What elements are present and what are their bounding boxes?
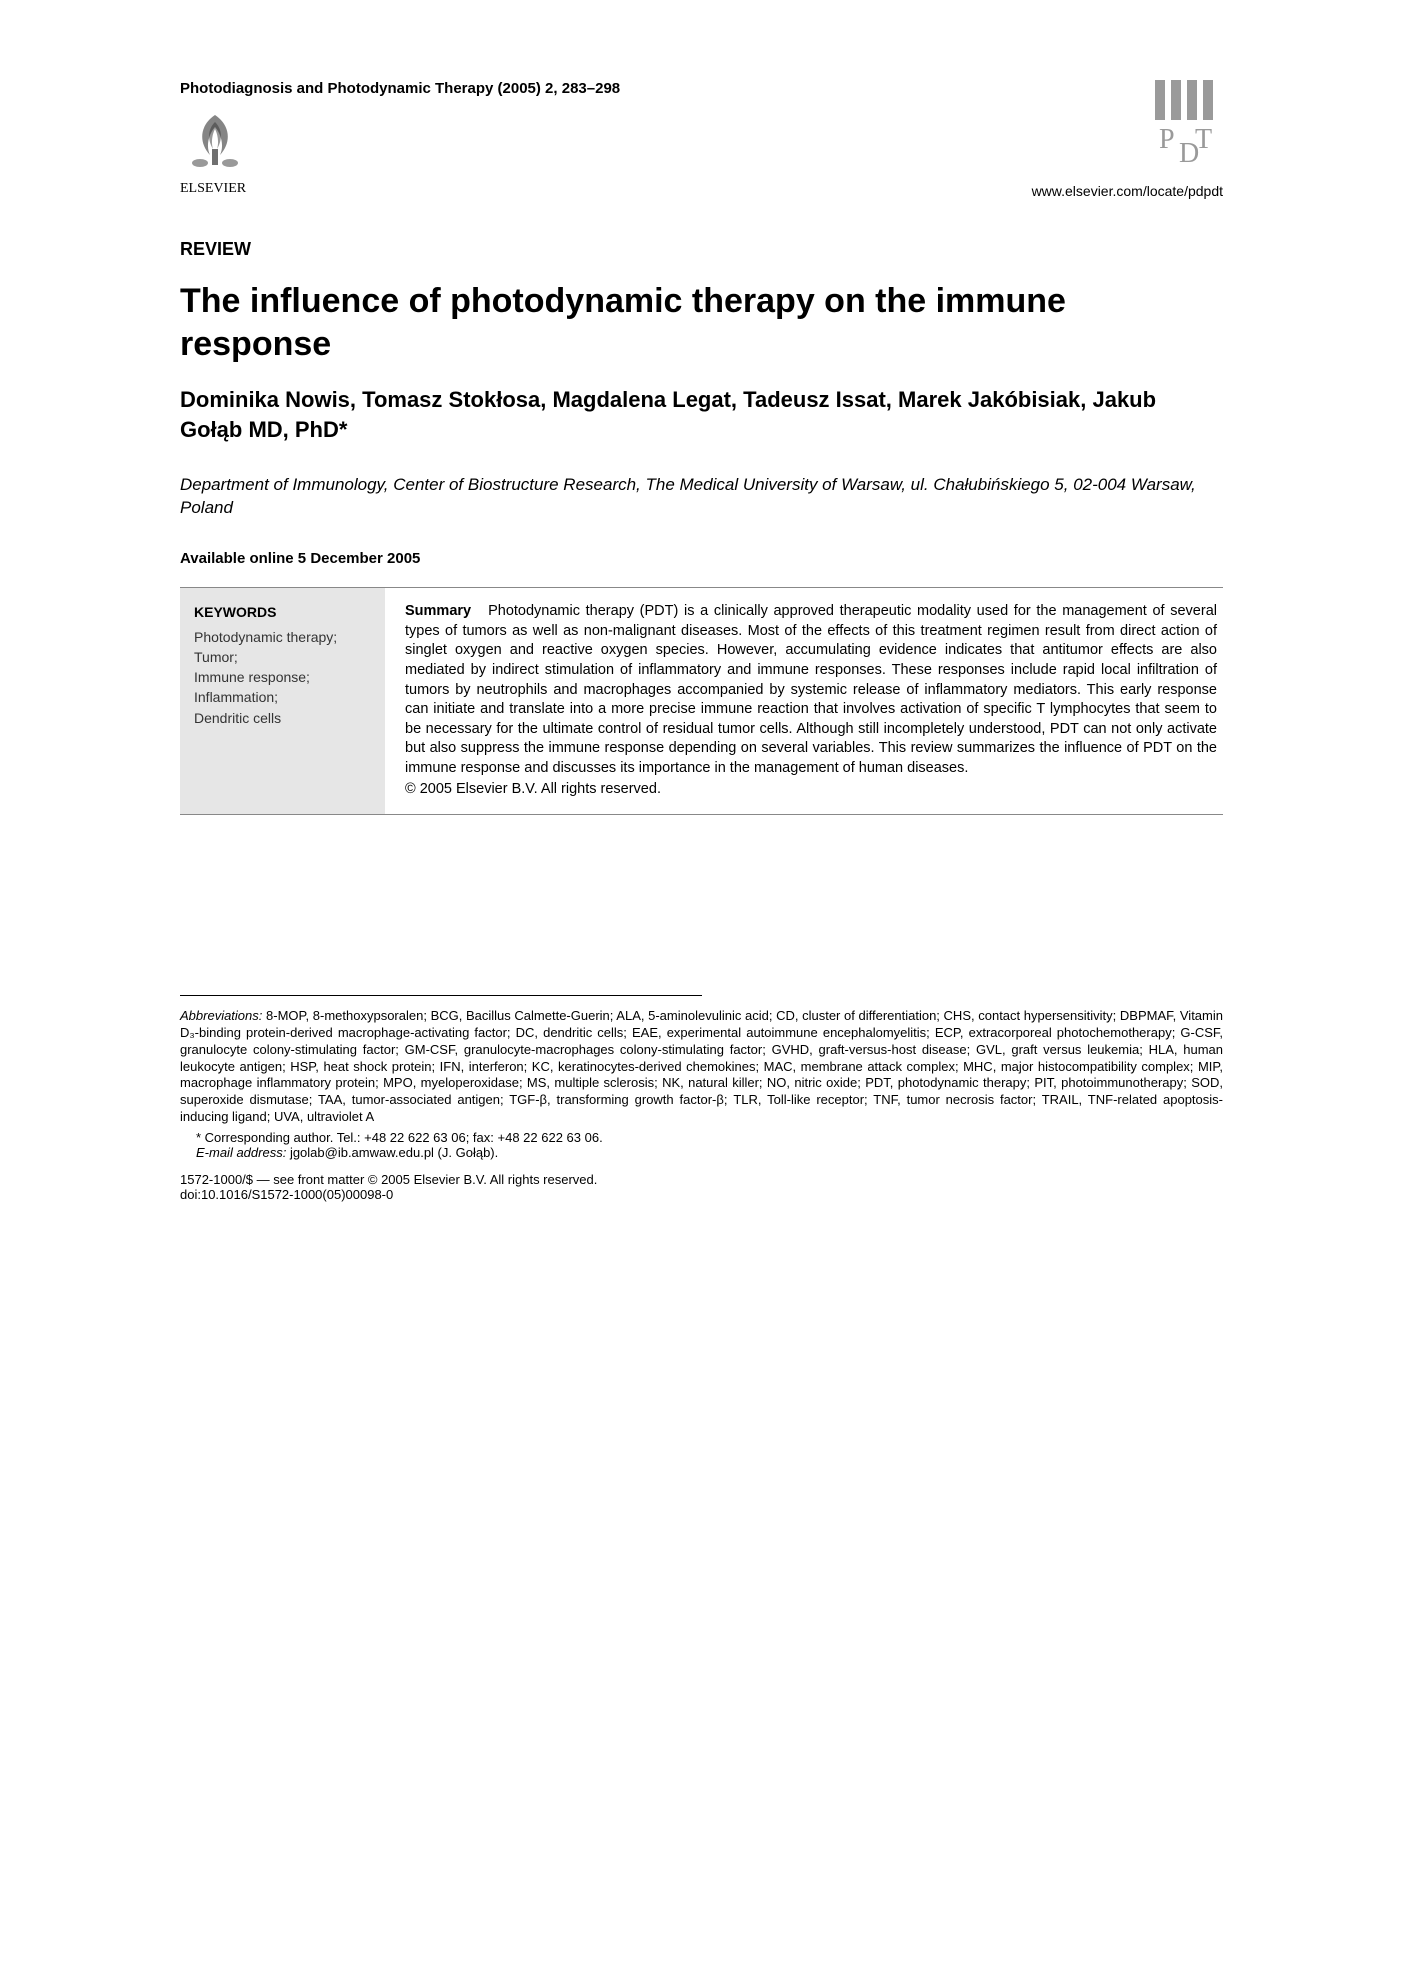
publisher-name: ELSEVIER xyxy=(180,181,246,197)
keyword-item: Tumor; xyxy=(194,647,371,667)
abstract-copyright: © 2005 Elsevier B.V. All rights reserved… xyxy=(405,780,1217,800)
journal-url: www.elsevier.com/locate/pdpdt xyxy=(1032,183,1223,199)
email-line: E-mail address: jgolab@ib.amwaw.edu.pl (… xyxy=(180,1145,1223,1160)
keywords-box: KEYWORDS Photodynamic therapy; Tumor; Im… xyxy=(180,588,385,814)
summary-text: Photodynamic therapy (PDT) is a clinical… xyxy=(405,603,1217,776)
abstract-block: KEYWORDS Photodynamic therapy; Tumor; Im… xyxy=(180,587,1223,815)
journal-reference: Photodiagnosis and Photodynamic Therapy … xyxy=(180,80,620,97)
abbreviations-block: Abbreviations: 8-MOP, 8-methoxypsoralen;… xyxy=(180,1008,1223,1126)
doi: doi:10.1016/S1572-1000(05)00098-0 xyxy=(180,1187,1223,1202)
summary-box: Summary Photodynamic therapy (PDT) is a … xyxy=(385,588,1223,814)
paper-title: The influence of photodynamic therapy on… xyxy=(180,280,1223,365)
svg-text:P: P xyxy=(1159,124,1175,155)
affiliation: Department of Immunology, Center of Bios… xyxy=(180,474,1223,520)
journal-logo-block: P D T www.elsevier.com/locate/pdpdt xyxy=(1032,80,1223,199)
publisher-block: ELSEVIER xyxy=(180,107,620,197)
abbreviations-label: Abbreviations: xyxy=(180,1008,262,1023)
email-value: jgolab@ib.amwaw.edu.pl (J. Gołąb). xyxy=(290,1145,498,1160)
footer-block: Abbreviations: 8-MOP, 8-methoxypsoralen;… xyxy=(180,995,1223,1202)
corresponding-author: * Corresponding author. Tel.: +48 22 622… xyxy=(180,1130,1223,1145)
header-row: Photodiagnosis and Photodynamic Therapy … xyxy=(180,80,1223,199)
keyword-item: Inflammation; xyxy=(194,687,371,707)
authors-line: Dominika Nowis, Tomasz Stokłosa, Magdale… xyxy=(180,385,1223,444)
abbreviations-text: 8-MOP, 8-methoxypsoralen; BCG, Bacillus … xyxy=(180,1008,1223,1124)
svg-text:T: T xyxy=(1195,124,1212,155)
article-type: REVIEW xyxy=(180,239,1223,260)
elsevier-tree-icon xyxy=(180,107,250,177)
online-availability: Available online 5 December 2005 xyxy=(180,550,1223,567)
email-label: E-mail address: xyxy=(196,1145,286,1160)
pdt-logo-icon: P D T xyxy=(1143,80,1223,175)
keyword-item: Immune response; xyxy=(194,667,371,687)
front-matter: 1572-1000/$ — see front matter © 2005 El… xyxy=(180,1172,1223,1187)
header-left: Photodiagnosis and Photodynamic Therapy … xyxy=(180,80,620,197)
keyword-item: Photodynamic therapy; xyxy=(194,627,371,647)
summary-label: Summary xyxy=(405,603,471,619)
keyword-item: Dendritic cells xyxy=(194,708,371,728)
footer-rule xyxy=(180,995,702,996)
keywords-heading: KEYWORDS xyxy=(194,602,371,622)
